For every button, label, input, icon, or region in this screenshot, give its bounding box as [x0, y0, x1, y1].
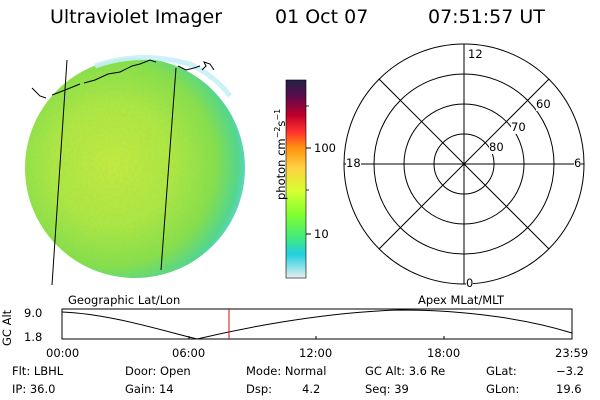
time-label: 07:51:57 UT [428, 6, 545, 28]
earth-disk-texture [25, 58, 245, 278]
disk-limb-glow [94, 55, 232, 98]
x-tick-label-1200: 12:00 [299, 346, 333, 360]
polar-label-18: 18 [346, 156, 361, 170]
polar-label-12: 12 [468, 47, 483, 61]
altitude-y-top: 9.0 [24, 306, 43, 320]
date-label: 01 Oct 07 [275, 6, 369, 28]
polar-label-lat-60: 60 [536, 97, 551, 111]
polar-label-lat-80: 80 [489, 140, 504, 154]
polar-label-0: 0 [466, 276, 474, 290]
coastline-top-right [177, 61, 215, 71]
colorbar-scale [285, 79, 307, 279]
info-mode: Mode: Normal [246, 364, 327, 378]
info-ip: IP: 36.0 [12, 382, 56, 396]
info-seq: Seq: 39 [365, 382, 409, 396]
altitude-plot-frame [61, 308, 573, 340]
info-glon-value: 19.6 [556, 382, 582, 396]
info-glon-label: GLon: [486, 382, 520, 396]
info-filter: Flt: LBHL [12, 364, 64, 378]
info-glat-value: −3.2 [556, 364, 584, 378]
longitude-line-east [160, 67, 177, 271]
colorbar-tick-label-100: 100 [314, 141, 336, 155]
instrument-title: Ultraviolet Imager [50, 6, 223, 28]
colorbar-tick-label-10: 10 [314, 227, 329, 241]
x-tick-label-1800: 18:00 [427, 346, 461, 360]
info-dsp-label: Dsp: [246, 382, 273, 396]
coastline-top [31, 59, 157, 99]
info-glat-label: GLat: [486, 364, 517, 378]
info-dsp-value: 4.2 [302, 382, 321, 396]
polar-diagonal-nw-se [378, 78, 550, 250]
info-door: Door: Open [125, 364, 191, 378]
x-tick-label-0000: 00:00 [46, 346, 80, 360]
x-tick-label-2359: 23:59 [555, 346, 589, 360]
info-gain: Gain: 14 [125, 382, 174, 396]
polar-label-6: 6 [574, 156, 582, 170]
altitude-curve [61, 309, 573, 340]
polar-label-lat-70: 70 [511, 120, 526, 134]
geographic-caption: Geographic Lat/Lon [68, 293, 181, 307]
info-gc-alt: GC Alt: 3.6 Re [365, 364, 446, 378]
altitude-y-bottom: 1.8 [24, 330, 43, 344]
x-tick-label-0600: 06:00 [172, 346, 206, 360]
altitude-ylabel: GC Alt [0, 309, 14, 346]
longitude-line-west [51, 59, 68, 286]
apex-caption: Apex MLat/MLT [418, 293, 505, 307]
